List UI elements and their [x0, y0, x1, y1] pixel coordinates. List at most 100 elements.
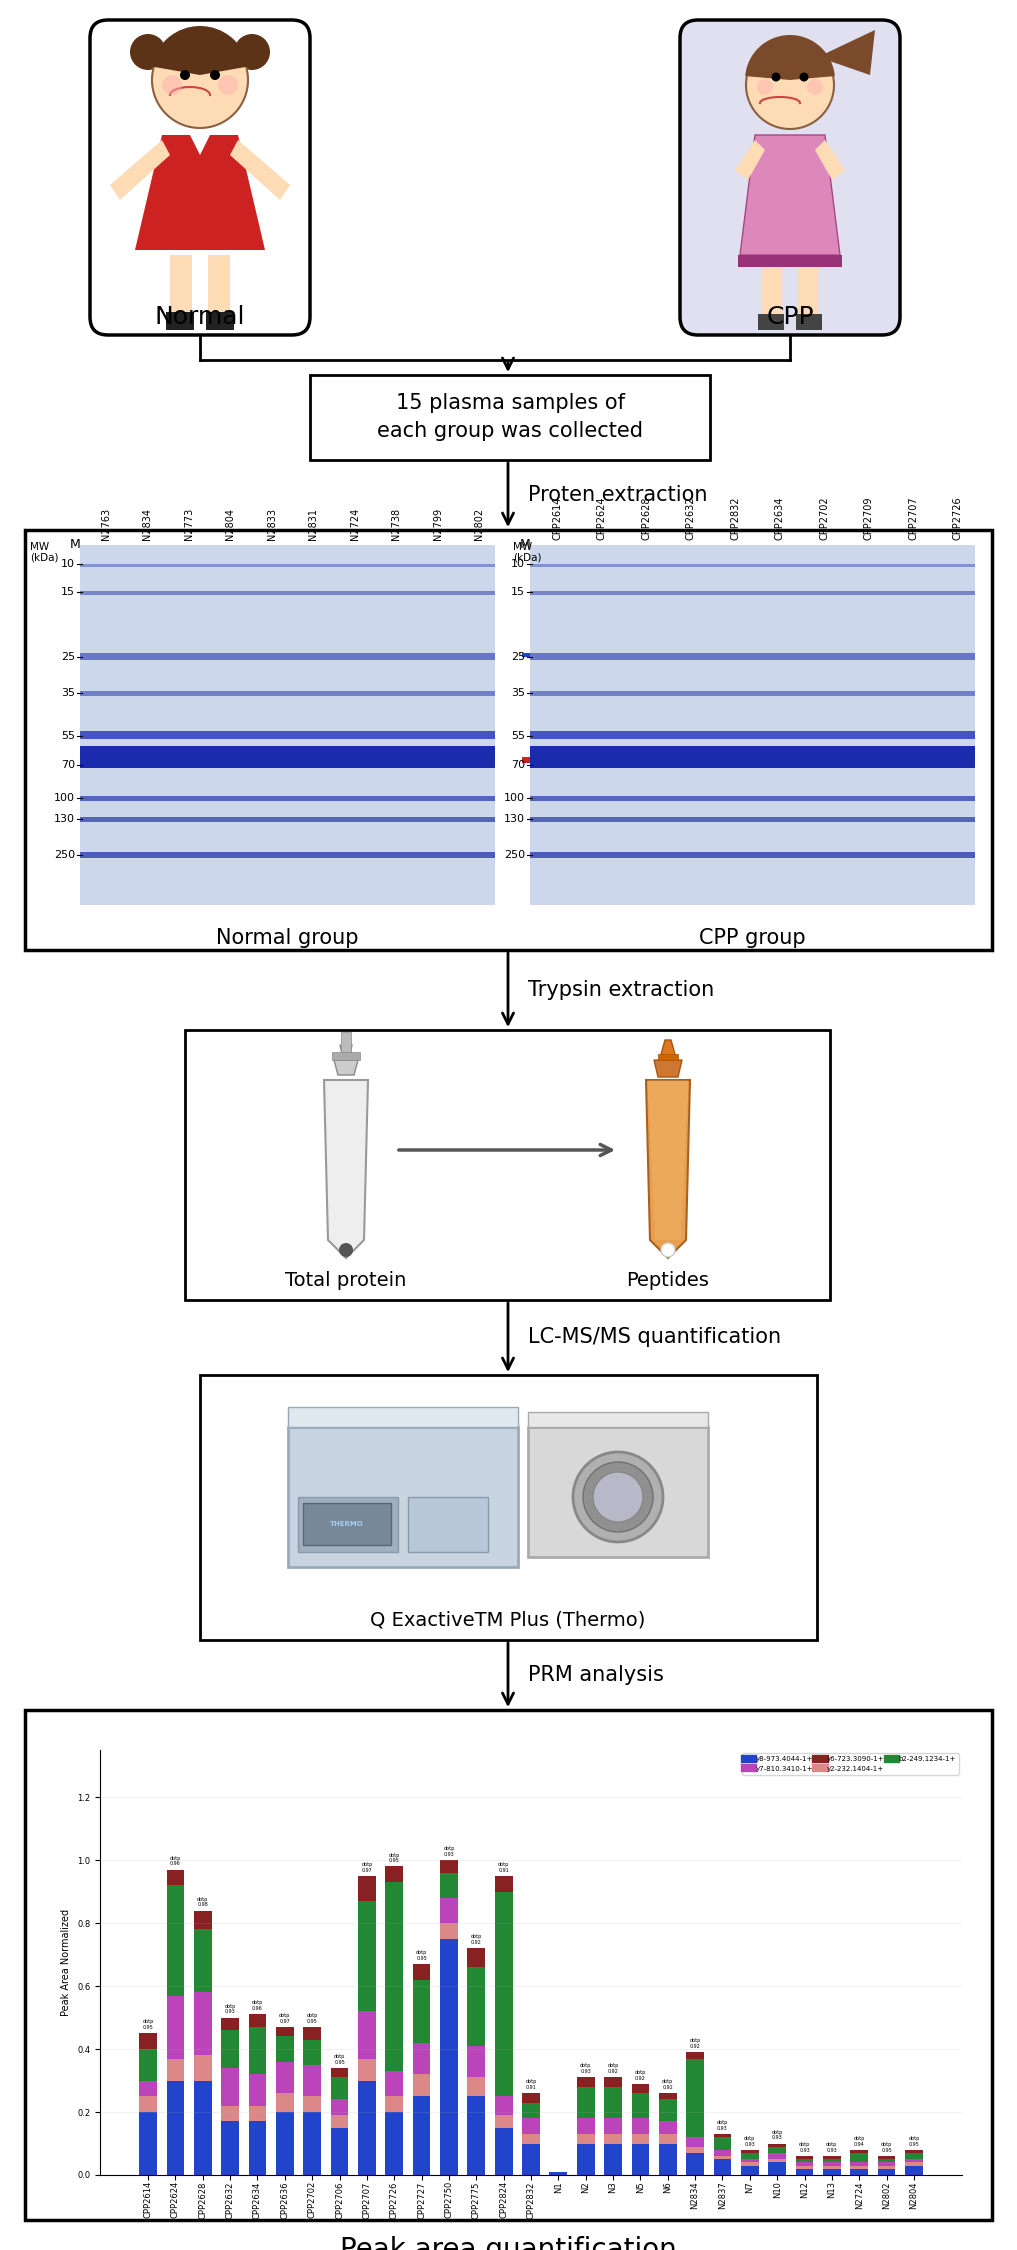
Bar — [795, 2162, 814, 2164]
Text: CPP2726: CPP2726 — [953, 497, 963, 540]
Bar — [288, 1406, 518, 1426]
Bar — [530, 562, 975, 567]
Bar — [577, 2077, 595, 2086]
Circle shape — [218, 74, 238, 94]
Text: CPP2707: CPP2707 — [908, 497, 918, 540]
Text: 130: 130 — [504, 814, 525, 824]
Text: THERMO: THERMO — [331, 1521, 364, 1528]
Text: Peak area quantification: Peak area quantification — [340, 2236, 676, 2250]
Circle shape — [234, 34, 270, 70]
Bar — [303, 2027, 321, 2041]
Bar — [604, 2086, 622, 2117]
Bar — [632, 2144, 649, 2176]
Bar — [850, 2162, 869, 2164]
Polygon shape — [334, 1060, 358, 1076]
Bar — [905, 2149, 922, 2153]
Bar — [385, 1883, 403, 2070]
Text: dotp
0.94: dotp 0.94 — [853, 2135, 864, 2146]
Bar — [686, 2138, 704, 2146]
Bar — [167, 1870, 184, 1886]
Bar — [248, 2106, 266, 2122]
Text: dotp
0.92: dotp 0.92 — [662, 2079, 673, 2090]
Bar — [331, 2099, 349, 2115]
Bar — [651, 1141, 685, 1161]
Text: 35: 35 — [511, 688, 525, 698]
Bar — [494, 1892, 513, 2097]
Bar — [331, 2068, 349, 2077]
Bar — [494, 2128, 513, 2176]
Bar — [248, 2074, 266, 2106]
Bar — [80, 817, 495, 821]
Bar — [850, 2153, 869, 2162]
Bar — [850, 2149, 869, 2153]
Bar — [528, 1413, 708, 1426]
Bar — [80, 796, 495, 801]
Text: 55: 55 — [511, 731, 525, 742]
Bar — [208, 254, 230, 315]
Bar — [632, 2084, 649, 2092]
Text: 100: 100 — [504, 792, 525, 803]
Bar — [741, 2160, 759, 2162]
Bar — [659, 2144, 676, 2176]
Bar — [276, 2061, 294, 2092]
Bar — [139, 2097, 157, 2113]
Bar — [758, 315, 784, 331]
Text: dotp
0.95: dotp 0.95 — [908, 2135, 919, 2146]
Bar — [714, 2160, 731, 2176]
Bar — [468, 2097, 485, 2176]
Bar — [80, 731, 495, 740]
Bar — [139, 2081, 157, 2097]
Bar — [653, 1179, 683, 1199]
Bar — [80, 853, 495, 857]
Bar — [632, 2117, 649, 2133]
Bar — [276, 2113, 294, 2176]
Text: Normal: Normal — [155, 306, 245, 328]
Bar — [413, 1980, 430, 2043]
Bar — [413, 1964, 430, 1980]
Text: CPP2709: CPP2709 — [863, 497, 874, 540]
Bar — [741, 2164, 759, 2176]
Bar — [276, 2092, 294, 2113]
Bar — [222, 2068, 239, 2106]
Bar — [194, 1930, 212, 1994]
Text: 250: 250 — [503, 850, 525, 860]
Text: dotp
0.96: dotp 0.96 — [252, 2000, 263, 2012]
Bar — [768, 2146, 786, 2153]
Text: dotp
0.97: dotp 0.97 — [361, 1863, 372, 1872]
Text: dotp
0.95: dotp 0.95 — [881, 2142, 892, 2153]
Text: 10: 10 — [511, 558, 525, 569]
Bar — [80, 691, 495, 695]
Wedge shape — [152, 27, 248, 74]
Bar — [25, 1710, 992, 2221]
Bar — [686, 2153, 704, 2176]
Bar — [194, 2054, 212, 2081]
Bar — [222, 2122, 239, 2176]
Bar — [276, 2036, 294, 2061]
Circle shape — [210, 70, 220, 81]
Text: dotp
0.91: dotp 0.91 — [498, 1863, 510, 1872]
Bar — [686, 2146, 704, 2153]
Polygon shape — [110, 140, 170, 200]
Text: CPP2702: CPP2702 — [820, 497, 829, 540]
Bar — [440, 1861, 458, 1872]
Bar — [248, 2027, 266, 2074]
Text: dotp
0.93: dotp 0.93 — [799, 2142, 811, 2153]
Polygon shape — [324, 1080, 368, 1258]
Bar — [878, 2162, 895, 2164]
Bar — [298, 1496, 398, 1552]
Bar — [604, 2117, 622, 2133]
Bar — [358, 2012, 375, 2059]
Bar — [823, 2169, 841, 2176]
Bar — [222, 2030, 239, 2068]
Bar — [167, 2059, 184, 2081]
Text: dotp
0.93: dotp 0.93 — [744, 2135, 756, 2146]
Bar — [741, 2153, 759, 2160]
Text: dotp
0.93: dotp 0.93 — [443, 1847, 455, 1856]
Bar — [185, 1030, 830, 1300]
Bar — [358, 1901, 375, 2012]
Bar — [632, 2133, 649, 2144]
Text: N2833: N2833 — [266, 508, 277, 540]
Text: dotp
0.92: dotp 0.92 — [607, 2063, 618, 2074]
Bar — [650, 1120, 686, 1141]
Circle shape — [772, 72, 780, 81]
